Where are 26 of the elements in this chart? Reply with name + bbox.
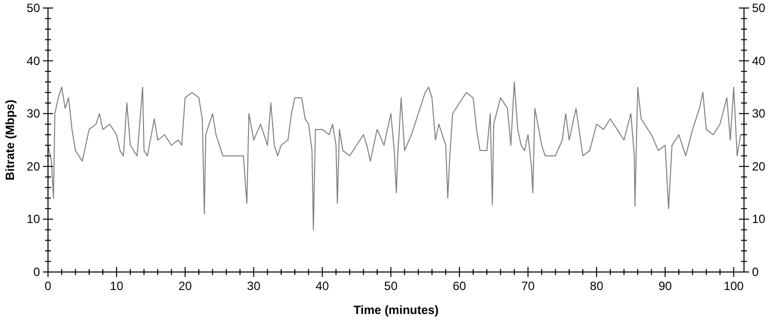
x-tick-label: 60: [452, 279, 466, 293]
x-tick-label: 10: [110, 279, 124, 293]
y2-tick-label: 10: [752, 212, 766, 226]
y2-tick-label: 40: [752, 54, 766, 68]
y-tick-label: 20: [26, 159, 40, 174]
y-axis-title: Bitrate (Mbps): [3, 100, 17, 180]
x-tick-label: 80: [590, 279, 604, 293]
x-tick-label: 0: [44, 279, 52, 293]
y-tick-label: 0: [33, 265, 40, 279]
x-axis-title: Time (minutes): [353, 303, 439, 317]
y-tick-label: 40: [26, 54, 40, 68]
y2-tick-label: 20: [752, 159, 766, 174]
y-tick-label: 50: [26, 1, 40, 15]
x-tick-label: 40: [316, 279, 330, 293]
x-tick-label: 70: [521, 279, 535, 293]
x-tick-label: 20: [178, 279, 192, 293]
y2-tick-label: 0: [752, 265, 759, 279]
y-tick-label: 10: [26, 212, 40, 226]
x-tick-label: 90: [658, 279, 672, 293]
y-tick-label: 30: [26, 106, 40, 121]
x-tick-label: 50: [384, 279, 398, 293]
y2-tick-label: 30: [752, 106, 766, 121]
x-tick-label: 100: [724, 279, 744, 293]
line-series: [48, 81, 742, 230]
x-tick-label: 30: [247, 279, 261, 293]
y2-tick-label: 50: [752, 1, 766, 15]
